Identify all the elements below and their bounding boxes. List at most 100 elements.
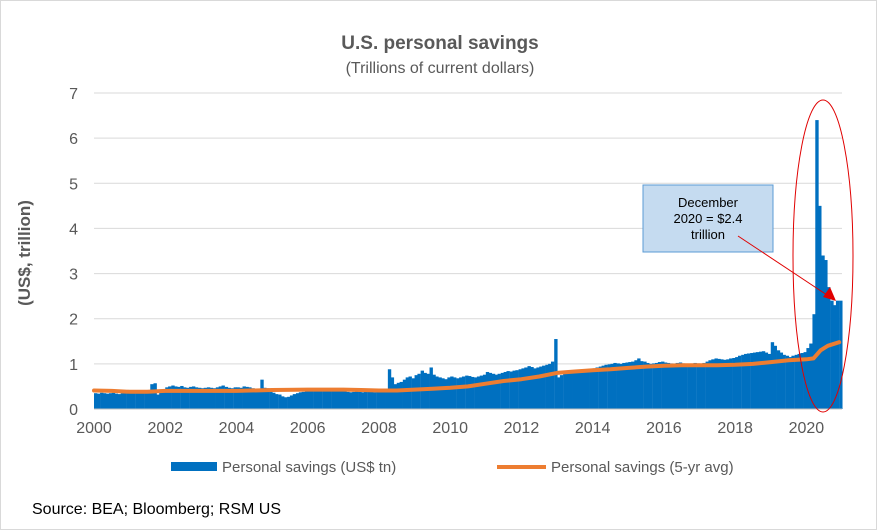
y-tick-labels: 0 1 2 3 4 5 6 7 — [69, 86, 78, 419]
savings-bar — [699, 363, 703, 409]
chart-subtitle: (Trillions of current dollars) — [346, 60, 535, 77]
savings-bar — [456, 378, 460, 409]
savings-bar — [524, 367, 528, 409]
savings-bar — [212, 388, 216, 409]
savings-bar — [132, 392, 136, 409]
savings-bar — [788, 357, 792, 409]
annotation-line-1: December — [678, 195, 739, 210]
savings-bar — [120, 393, 125, 409]
savings-bar — [773, 345, 777, 409]
savings-bar — [376, 390, 380, 409]
savings-bar — [474, 377, 478, 409]
savings-bar — [191, 386, 196, 409]
savings-bar — [194, 387, 199, 409]
savings-bar — [750, 353, 754, 409]
savings-bar — [319, 390, 323, 409]
savings-bar — [334, 390, 338, 409]
savings-bar — [307, 390, 312, 409]
savings-bar — [147, 391, 151, 409]
savings-bar — [269, 389, 273, 409]
savings-bar — [601, 365, 605, 409]
savings-bar — [114, 393, 119, 409]
savings-bar — [408, 376, 412, 409]
savings-bar — [331, 391, 335, 409]
savings-bar — [759, 351, 763, 409]
savings-bar — [105, 393, 110, 409]
x-tick-label: 2014 — [575, 420, 611, 437]
savings-bar — [144, 390, 148, 409]
savings-bar — [476, 376, 481, 409]
savings-bar — [580, 370, 585, 409]
savings-bar — [117, 394, 122, 409]
savings-bar — [767, 353, 772, 409]
savings-bar — [245, 386, 249, 409]
savings-bar — [663, 362, 668, 409]
savings-bar — [530, 367, 534, 409]
savings-bar — [835, 300, 840, 409]
annotation-arrow-line — [737, 235, 828, 296]
savings-bar — [497, 373, 501, 409]
savings-bar — [521, 368, 525, 409]
savings-bar — [304, 391, 309, 409]
savings-bar — [494, 374, 499, 409]
savings-bar — [518, 369, 522, 409]
savings-bar — [770, 342, 775, 409]
y-axis-label: (US$, trillion) — [15, 200, 34, 306]
savings-bar — [417, 373, 421, 409]
savings-bar — [729, 358, 733, 409]
savings-bar — [468, 376, 472, 409]
savings-bar — [690, 363, 694, 409]
savings-bar — [827, 287, 831, 409]
x-tick-label: 2002 — [147, 420, 183, 437]
savings-bar — [574, 371, 579, 409]
savings-bars — [94, 120, 843, 409]
savings-bar — [714, 358, 718, 409]
savings-bar — [126, 393, 131, 409]
savings-bar — [506, 371, 510, 409]
savings-bar — [189, 386, 193, 409]
savings-bar — [628, 362, 632, 409]
savings-bar — [185, 387, 190, 409]
savings-bar — [159, 390, 163, 409]
savings-bar — [378, 390, 383, 409]
savings-bar — [672, 363, 677, 409]
savings-bar — [806, 348, 810, 409]
savings-bar — [123, 392, 127, 409]
savings-bar — [779, 352, 784, 409]
savings-bar — [393, 384, 398, 409]
savings-bar — [634, 360, 638, 409]
savings-bar — [224, 386, 229, 409]
y-tick-label: 2 — [69, 312, 78, 329]
savings-bar — [625, 362, 629, 409]
savings-bar — [648, 363, 653, 409]
y-tick-label: 3 — [69, 267, 78, 284]
savings-bar — [687, 364, 692, 409]
savings-bar — [536, 367, 540, 409]
savings-bar — [726, 359, 730, 409]
savings-bar — [800, 353, 804, 409]
savings-bar — [782, 354, 786, 409]
savings-bar — [176, 386, 181, 409]
annotation-line-2: 2020 = $2.4 — [673, 211, 742, 226]
savings-bar — [358, 391, 362, 409]
savings-bar — [274, 394, 279, 409]
savings-bar — [741, 354, 745, 409]
savings-bar — [183, 387, 187, 409]
savings-bar — [563, 373, 567, 409]
savings-bar — [824, 260, 828, 409]
savings-bar — [657, 362, 662, 409]
savings-bar — [435, 376, 439, 409]
savings-bar — [485, 371, 490, 409]
savings-bar — [367, 390, 371, 409]
x-tick-label: 2008 — [361, 420, 397, 437]
savings-bar — [640, 361, 644, 409]
savings-bar — [239, 387, 243, 409]
savings-bar — [218, 386, 223, 409]
savings-bar — [604, 364, 608, 409]
savings-bar — [744, 353, 748, 409]
savings-bar — [705, 361, 709, 409]
savings-bar — [797, 353, 801, 409]
savings-bar — [263, 387, 267, 409]
savings-bar — [503, 371, 507, 409]
